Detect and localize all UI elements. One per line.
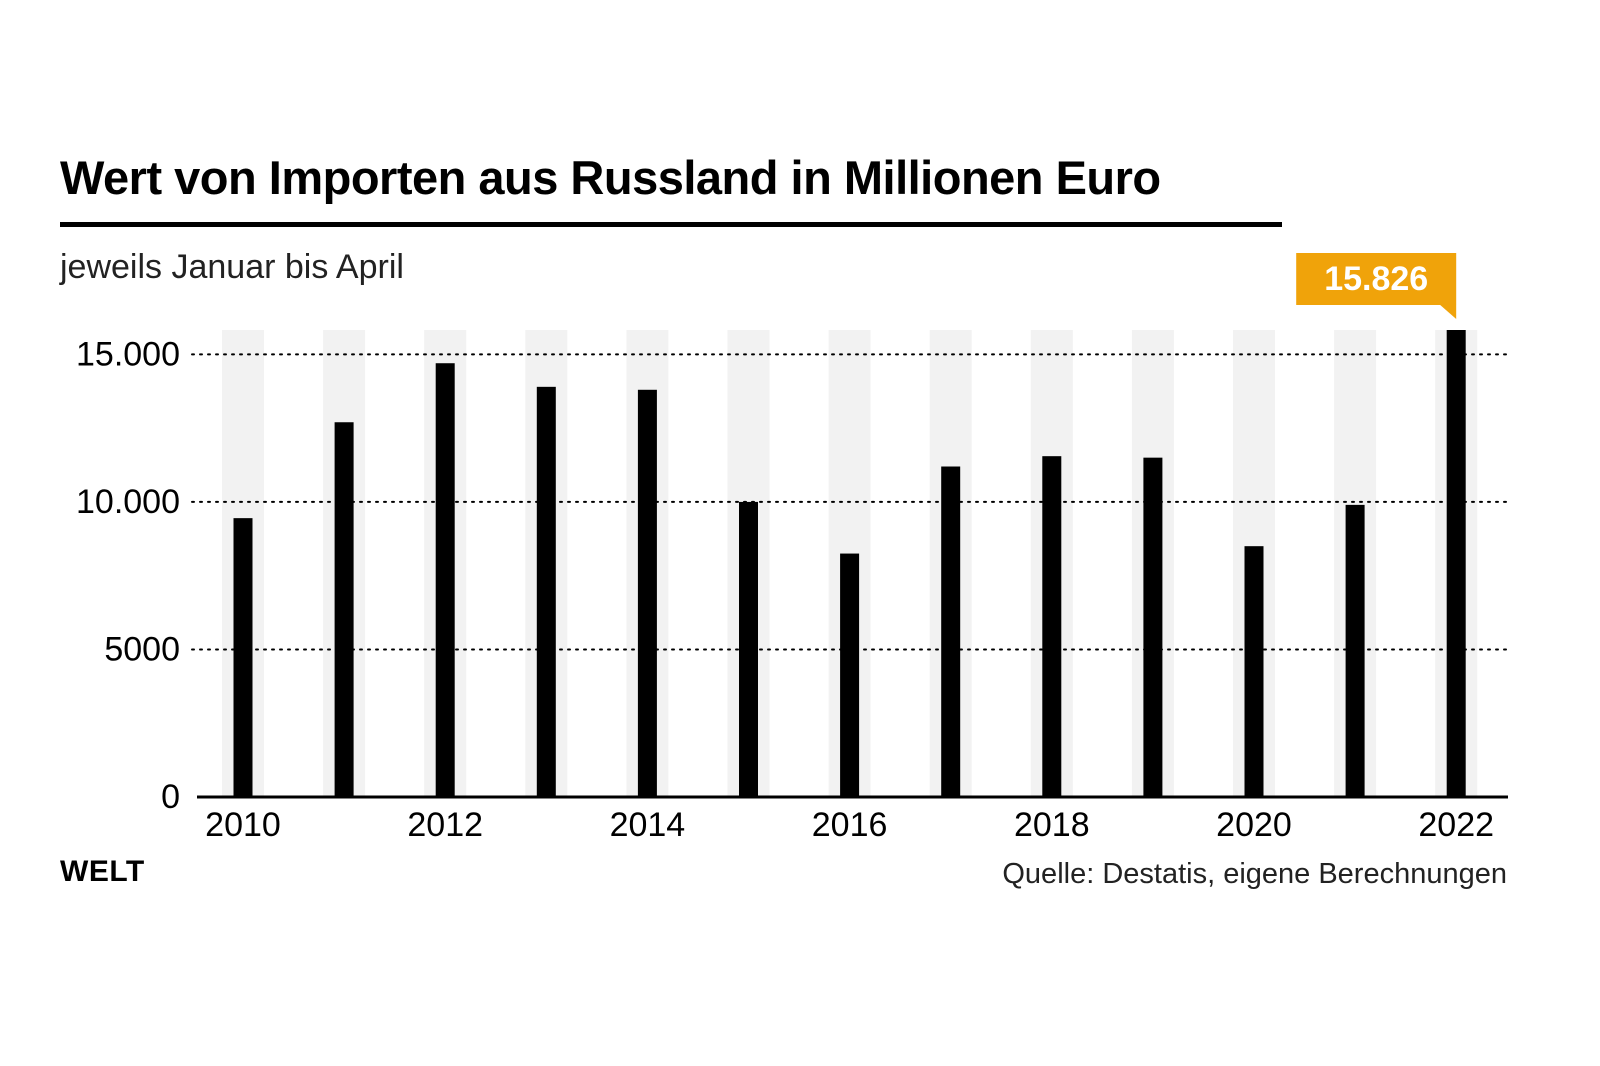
bar-2016 — [840, 553, 860, 797]
x-tick-label-2014: 2014 — [610, 806, 686, 844]
x-tick-label-2012: 2012 — [407, 806, 483, 844]
chart-title: Wert von Importen aus Russland in Millio… — [60, 151, 1161, 204]
callout-pointer — [1440, 305, 1457, 319]
x-tick-label-2010: 2010 — [205, 806, 281, 844]
y-tick-label-10000: 10.000 — [76, 483, 180, 521]
bar-2020 — [1244, 546, 1264, 797]
bar-2011 — [334, 422, 354, 797]
bar-2014 — [637, 389, 657, 797]
x-axis-labels: 2010 2012 2014 2016 2018 2020 2022 — [205, 806, 1494, 844]
y-tick-label-15000: 15.000 — [76, 335, 180, 373]
x-tick-label-2018: 2018 — [1014, 806, 1090, 844]
y-tick-label-0: 0 — [161, 778, 180, 816]
bar-2015 — [739, 501, 758, 797]
y-axis-labels: 0 5000 10.000 15.000 — [76, 335, 180, 816]
callout-box — [1296, 253, 1457, 305]
callout-label: 15.826 — [1324, 260, 1428, 298]
y-tick-label-5000: 5000 — [104, 630, 180, 668]
source-note: Quelle: Destatis, eigene Berechnungen — [1002, 858, 1507, 890]
bar-2019 — [1143, 457, 1163, 797]
x-tick-label-2022: 2022 — [1418, 806, 1494, 844]
bar-2018 — [1042, 456, 1062, 797]
bar-2012 — [435, 363, 455, 797]
welt-logo: WELT — [60, 855, 145, 888]
bar-2013 — [536, 386, 556, 797]
bar-2010 — [233, 518, 253, 797]
bars — [233, 330, 1466, 797]
x-tick-label-2020: 2020 — [1216, 806, 1292, 844]
chart-subtitle: jeweils Januar bis April — [60, 248, 404, 286]
bar-2021 — [1345, 504, 1365, 797]
bar-2022 — [1446, 330, 1466, 797]
bar-2017 — [941, 466, 961, 797]
x-tick-label-2016: 2016 — [812, 806, 888, 844]
highlight-callout: 15.826 — [1296, 253, 1457, 319]
title-underline — [60, 222, 1282, 227]
